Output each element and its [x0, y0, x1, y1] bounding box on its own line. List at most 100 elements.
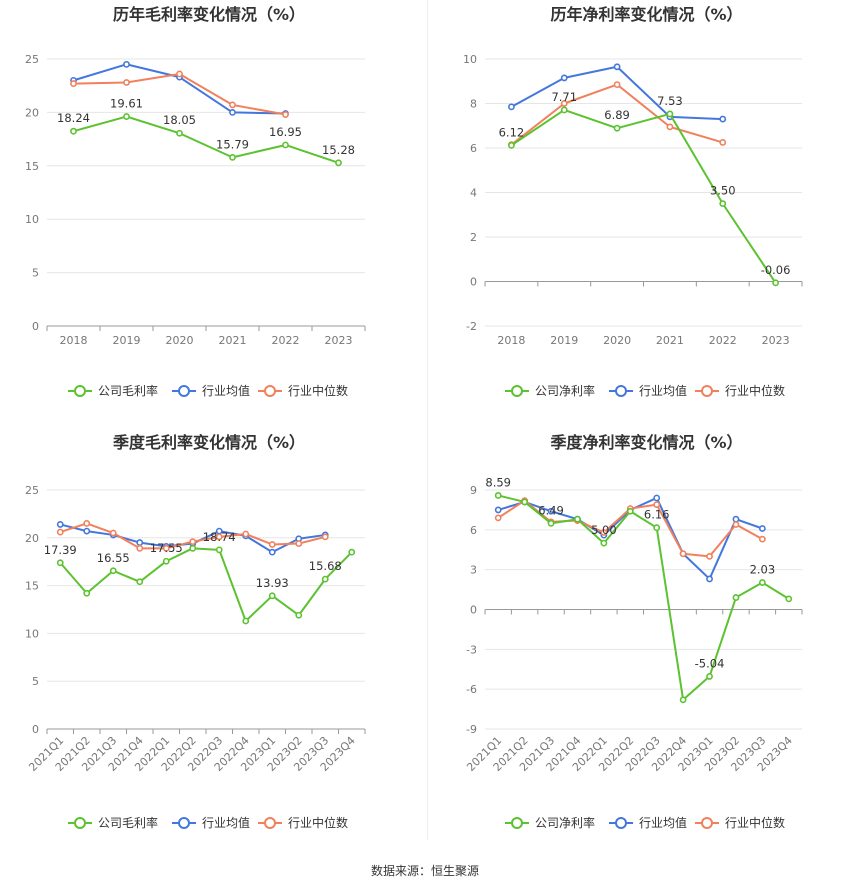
legend-marker — [701, 385, 713, 397]
data-point — [321, 575, 329, 583]
data-point — [109, 567, 117, 575]
y-tick-label: 5 — [32, 675, 39, 688]
y-tick-label: 4 — [470, 187, 477, 200]
legend-marker — [74, 817, 86, 829]
y-tick-label: -9 — [466, 723, 477, 736]
data-point — [508, 141, 515, 149]
data-point — [613, 124, 621, 132]
data-point — [162, 557, 170, 565]
x-tick-label: 2019 — [550, 334, 578, 347]
data-point — [560, 74, 568, 82]
series-line — [73, 115, 339, 164]
x-tick-label: 2021 — [219, 334, 247, 347]
data-point — [335, 159, 342, 167]
legend-label: 行业均值 — [639, 383, 687, 398]
data-label: 5.00 — [591, 523, 617, 537]
vertical-divider — [427, 0, 428, 840]
y-tick-label: 6 — [470, 524, 477, 537]
data-point — [189, 538, 197, 546]
chart-title: 季度净利率变化情况（%） — [549, 433, 742, 452]
legend-label: 行业中位数 — [725, 815, 785, 830]
y-tick-label: 20 — [25, 106, 39, 119]
y-tick-label: 0 — [32, 723, 39, 736]
data-point — [719, 200, 727, 208]
data-label: 16.95 — [269, 125, 302, 139]
x-tick-label: 2021 — [656, 334, 684, 347]
legend-marker — [264, 385, 276, 397]
data-point — [494, 492, 502, 499]
data-point — [732, 515, 740, 523]
data-point — [666, 123, 674, 131]
data-label: 6.12 — [499, 125, 525, 139]
data-point — [758, 535, 766, 543]
x-tick-label: 2020 — [166, 334, 194, 347]
chart-title: 历年毛利率变化情况（%） — [113, 5, 305, 24]
y-tick-label: -2 — [466, 320, 477, 333]
x-tick-label: 2018 — [497, 334, 525, 347]
x-tick-label: 2018 — [60, 334, 88, 347]
data-point — [176, 70, 183, 78]
data-point — [295, 540, 303, 547]
data-point — [653, 524, 661, 532]
y-tick-label: 9 — [470, 484, 477, 497]
chart-title: 历年净利率变化情况（%） — [550, 5, 742, 24]
data-point — [215, 533, 223, 541]
x-tick-label: 2022 — [709, 334, 737, 347]
data-label: 15.68 — [309, 559, 342, 573]
chart-title: 季度毛利率变化情况（%） — [112, 433, 305, 452]
data-point — [282, 141, 289, 149]
data-label: 19.61 — [110, 97, 143, 111]
y-tick-label: 3 — [470, 564, 477, 577]
x-tick-label: 2019 — [113, 334, 141, 347]
y-tick-label: 25 — [25, 53, 39, 66]
data-point — [295, 611, 303, 619]
data-point — [136, 544, 144, 552]
legend-marker — [264, 817, 276, 829]
data-source: 数据来源：恒生聚源 — [370, 864, 479, 878]
y-tick-label: 5 — [32, 267, 39, 280]
data-point — [706, 575, 713, 583]
data-point — [268, 541, 276, 548]
data-point — [136, 539, 144, 546]
data-point — [508, 103, 515, 111]
legend-marker — [511, 817, 523, 829]
annual-gross-margin-chart: 历年毛利率变化情况（%） 0 5 10 15 20 25 2018 2019 2020 2021 20… — [25, 5, 366, 398]
data-point — [719, 115, 727, 123]
y-tick-label: 6 — [470, 142, 477, 155]
data-point — [626, 507, 634, 515]
y-tick-label: 10 — [463, 53, 477, 66]
y-tick-label: 10 — [25, 213, 39, 226]
data-point — [560, 100, 568, 107]
data-point — [560, 106, 568, 114]
data-point — [83, 520, 91, 527]
data-point — [521, 498, 529, 506]
legend-label: 公司净利率 — [535, 383, 595, 398]
data-point — [574, 515, 581, 523]
data-point — [282, 111, 289, 118]
y-tick-label: 15 — [25, 160, 39, 173]
legend-marker — [615, 385, 627, 397]
series-line — [510, 108, 777, 284]
data-point — [176, 129, 183, 137]
data-label: 18.05 — [163, 113, 196, 127]
data-label: -0.06 — [761, 263, 791, 277]
data-point — [136, 578, 144, 586]
data-point — [494, 506, 502, 514]
data-label: 6.89 — [604, 108, 630, 122]
data-point — [758, 579, 766, 586]
data-point — [83, 527, 91, 535]
data-point — [653, 501, 661, 509]
data-point — [600, 539, 608, 547]
legend-label: 行业均值 — [202, 815, 250, 830]
data-point — [348, 548, 356, 556]
data-point — [732, 521, 740, 528]
data-label: 16.55 — [97, 551, 130, 565]
legend-marker — [615, 817, 627, 829]
data-point — [242, 530, 250, 538]
legend-marker — [701, 817, 713, 829]
data-point — [56, 521, 64, 528]
data-point — [547, 507, 555, 515]
x-tick-label: 2023 — [762, 334, 790, 347]
data-point — [229, 153, 236, 161]
y-tick-label: 15 — [25, 580, 39, 593]
